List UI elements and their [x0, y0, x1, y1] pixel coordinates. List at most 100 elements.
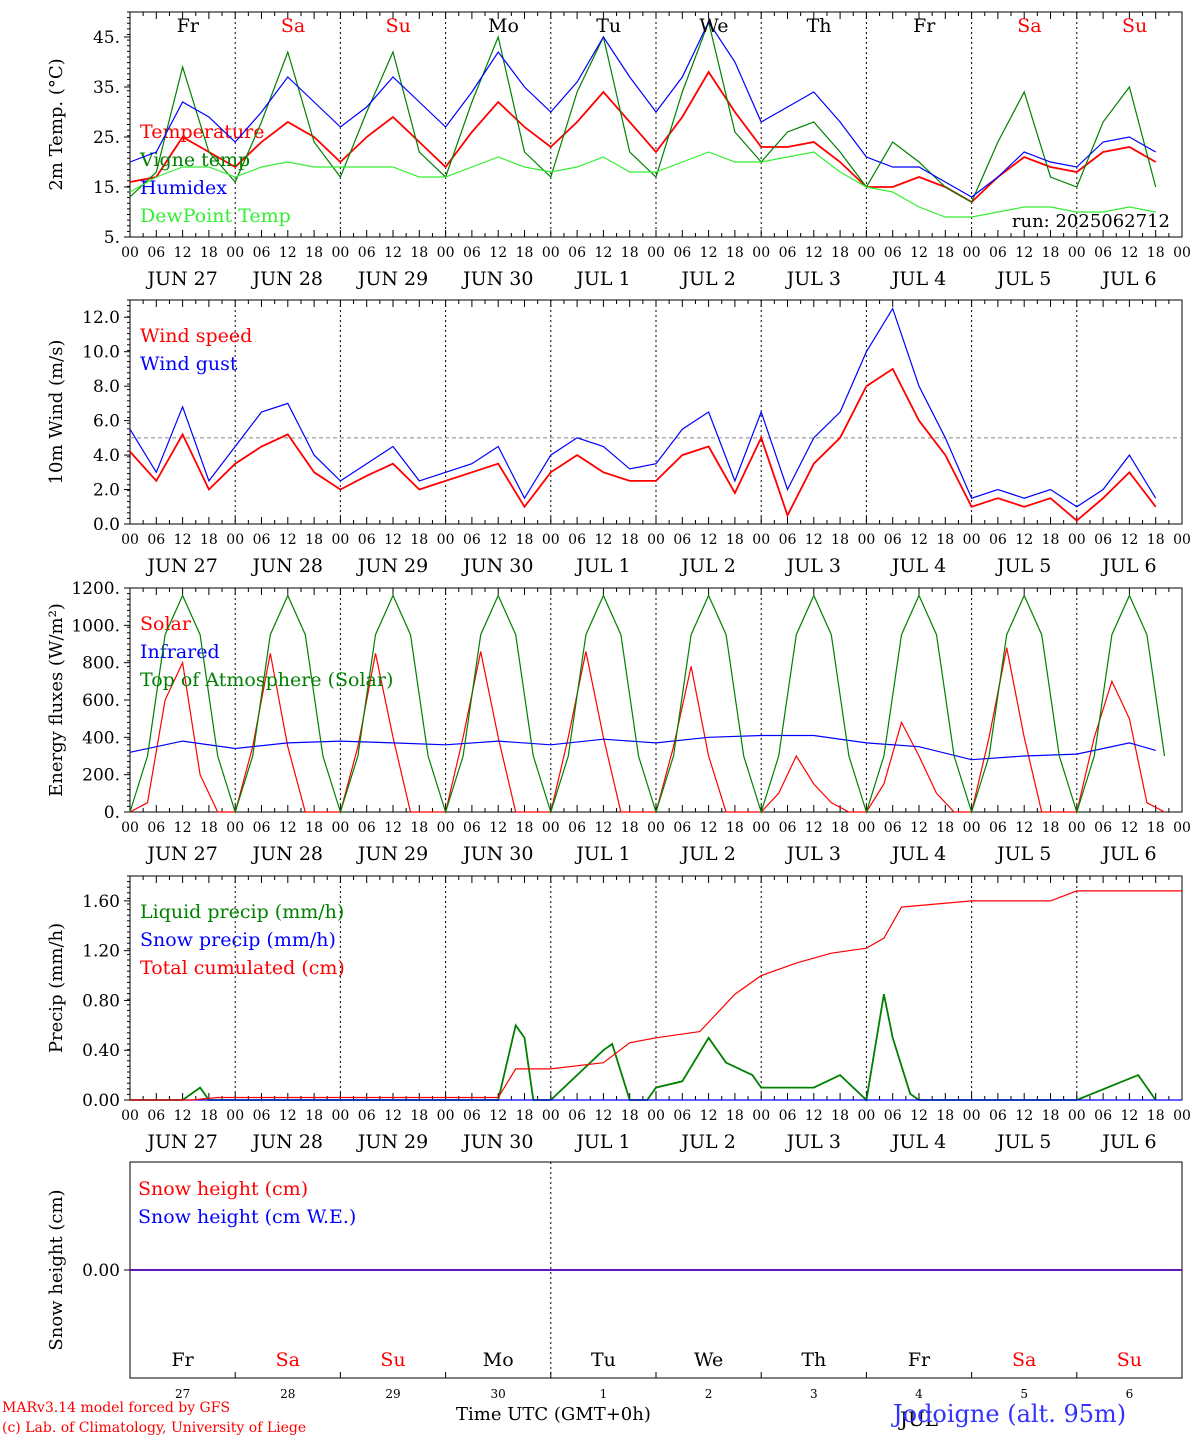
hour-label: 18 — [831, 245, 849, 261]
hour-label: 06 — [673, 532, 691, 548]
hour-label: 06 — [989, 245, 1007, 261]
date-label: JUN 29 — [356, 843, 428, 865]
y-tick-label: 1.20 — [82, 942, 120, 962]
lab-credit: (c) Lab. of Climatology, University of L… — [2, 1420, 307, 1436]
legend-entry: Vigne temp — [139, 149, 250, 171]
date-label: JUL 1 — [574, 268, 630, 290]
day-number: 1 — [600, 1387, 608, 1401]
y-tick-label: 25. — [93, 128, 120, 148]
legend-entry: Solar — [140, 613, 192, 635]
hour-label: 12 — [594, 820, 612, 836]
hour-label: 12 — [700, 1108, 718, 1124]
y-tick-label: 0. — [104, 803, 120, 823]
date-label: JUL 1 — [574, 843, 630, 865]
hour-label: 18 — [305, 245, 323, 261]
hour-label: 06 — [463, 820, 481, 836]
hour-label: 18 — [936, 532, 954, 548]
date-label: JUN 27 — [145, 1131, 217, 1153]
hour-label: 06 — [568, 532, 586, 548]
hour-label: 00 — [331, 820, 349, 836]
date-label: JUL 3 — [785, 1131, 841, 1153]
hour-label: 00 — [752, 245, 770, 261]
month-label: JUL — [898, 1407, 938, 1431]
hour-label: 00 — [963, 532, 981, 548]
hour-label: 00 — [121, 820, 139, 836]
hour-label: 12 — [1120, 1108, 1138, 1124]
hour-label: 12 — [279, 245, 297, 261]
hour-label: 00 — [121, 1108, 139, 1124]
hour-label: 00 — [542, 820, 560, 836]
hour-label: 12 — [174, 532, 192, 548]
hour-label: 00 — [437, 245, 455, 261]
y-tick-label: 2.0 — [93, 481, 120, 501]
day-name: Th — [807, 15, 832, 37]
day-name: Sa — [1017, 15, 1041, 37]
hour-label: 06 — [358, 245, 376, 261]
hour-label: 18 — [200, 1108, 218, 1124]
hour-label: 06 — [1094, 1108, 1112, 1124]
hour-label: 00 — [857, 1108, 875, 1124]
hour-label: 06 — [358, 1108, 376, 1124]
date-label: JUN 30 — [461, 843, 533, 865]
date-label: JUL 1 — [574, 1131, 630, 1153]
hour-label: 00 — [1068, 820, 1086, 836]
date-label: JUN 29 — [356, 555, 428, 577]
hour-label: 18 — [726, 820, 744, 836]
legend-entry: DewPoint Temp — [140, 205, 291, 227]
hour-label: 00 — [437, 1108, 455, 1124]
day-name: Sa — [276, 1349, 300, 1371]
hour-label: 06 — [147, 1108, 165, 1124]
hour-label: 18 — [1042, 532, 1060, 548]
hour-label: 12 — [805, 1108, 823, 1124]
date-label: JUN 30 — [461, 555, 533, 577]
series-line — [129, 151, 1156, 218]
date-label: JUL 6 — [1100, 555, 1156, 577]
hour-label: 06 — [253, 1108, 271, 1124]
series-line — [129, 367, 1157, 522]
series-line — [129, 19, 1157, 203]
hour-label: 12 — [174, 1108, 192, 1124]
hour-label: 18 — [1042, 820, 1060, 836]
hour-label: 00 — [1173, 1108, 1191, 1124]
hour-label: 12 — [805, 820, 823, 836]
hour-label: 00 — [226, 245, 244, 261]
hour-label: 06 — [673, 245, 691, 261]
hour-label: 12 — [1015, 820, 1033, 836]
hour-label: 12 — [700, 532, 718, 548]
y-tick-label: 45. — [93, 28, 120, 48]
day-number: 3 — [810, 1387, 818, 1401]
legend-entry: Liquid precip (mm/h) — [140, 901, 344, 923]
hour-label: 18 — [1147, 820, 1165, 836]
hour-label: 00 — [331, 1108, 349, 1124]
hour-label: 12 — [174, 245, 192, 261]
y-tick-label: 400. — [82, 728, 120, 748]
hour-label: 18 — [200, 532, 218, 548]
day-name: Mo — [483, 1349, 514, 1371]
hour-label: 12 — [1015, 1108, 1033, 1124]
hour-label: 12 — [384, 532, 402, 548]
date-label: JUN 28 — [251, 268, 323, 290]
hour-label: 06 — [463, 532, 481, 548]
day-name: Su — [386, 15, 411, 37]
hour-label: 06 — [884, 1108, 902, 1124]
y-tick-label: 0.00 — [82, 1261, 120, 1281]
date-label: JUL 2 — [679, 843, 735, 865]
series-line — [129, 70, 1157, 204]
hour-label: 00 — [437, 532, 455, 548]
hour-label: 12 — [910, 245, 928, 261]
y-axis-label: Energy fluxes (W/m²) — [46, 603, 67, 797]
date-label: JUL 3 — [785, 555, 841, 577]
y-axis-label: 10m Wind (m/s) — [46, 340, 67, 485]
date-label: JUN 28 — [251, 843, 323, 865]
legend-entry: Snow height (cm) — [138, 1178, 308, 1200]
hour-label: 00 — [1173, 532, 1191, 548]
hour-label: 18 — [621, 532, 639, 548]
day-name: We — [699, 15, 728, 37]
y-tick-label: 15. — [93, 178, 120, 198]
hour-label: 18 — [1147, 245, 1165, 261]
day-number: 27 — [175, 1387, 190, 1401]
date-label: JUN 27 — [145, 268, 217, 290]
hour-label: 18 — [516, 532, 534, 548]
hour-label: 06 — [253, 820, 271, 836]
hour-label: 00 — [647, 1108, 665, 1124]
